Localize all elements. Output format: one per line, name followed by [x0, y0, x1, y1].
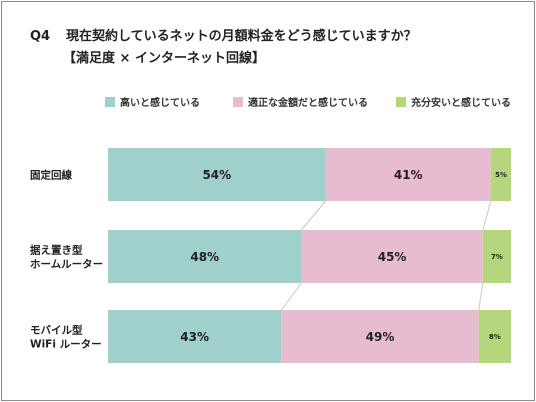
data-label-3-1: 43% — [180, 330, 209, 344]
bar-2-series-3 — [482, 230, 511, 283]
connector-line — [482, 200, 492, 231]
legend-swatch-2 — [233, 97, 243, 107]
data-label-1-3: 5% — [495, 171, 507, 179]
legend-label-1: 高いと感じている — [120, 96, 200, 109]
legend-swatch-3 — [396, 97, 406, 107]
data-label-1-1: 54% — [202, 168, 231, 182]
category-label-3-line-2: WiFi ルーター — [30, 339, 102, 351]
category-label-3-line-1: モバイル型 — [30, 324, 83, 337]
category-label-2-line-1: 据え置き型 — [30, 244, 83, 257]
data-label-2-3: 7% — [491, 253, 503, 261]
segment-connectors — [280, 200, 492, 311]
legend-label-3: 充分安いと感じている — [411, 96, 511, 109]
connector-line — [301, 200, 327, 231]
data-label-3-3: 8% — [489, 333, 501, 341]
data-label-2-2: 45% — [378, 250, 407, 264]
connector-line — [478, 282, 484, 311]
question-number: Q4 — [30, 29, 50, 44]
legend-swatch-1 — [105, 97, 115, 107]
bar-3-series-2 — [281, 310, 479, 363]
bar-1-series-3 — [490, 148, 511, 201]
bar-3-series-1 — [108, 310, 282, 363]
category-label-1-line-1: 固定回線 — [30, 169, 72, 182]
bar-2-series-1 — [108, 230, 302, 283]
bar-2-series-2 — [301, 230, 483, 283]
legend-label-2: 適正な金額だと感じている — [248, 96, 368, 109]
chart-subtitle: 【満足度 × インターネット回線】 — [63, 50, 265, 66]
legend: 高いと感じている 適正な金額だと感じている 充分安いと感じている — [105, 96, 511, 109]
bar-1-series-2 — [325, 148, 491, 201]
bar-1-series-1 — [108, 148, 326, 201]
bar-3-series-3 — [478, 310, 511, 363]
data-label-1-2: 41% — [394, 168, 423, 182]
connector-line — [280, 282, 302, 311]
data-label-2-1: 48% — [190, 250, 219, 264]
category-label-2-line-2: ホームルーター — [30, 259, 103, 271]
data-label-3-2: 49% — [366, 330, 395, 344]
chart-title: 現在契約しているネットの月額料金をどう感じていますか？ — [66, 28, 417, 44]
bars: 54% 41% 5% 48% 45% 7% 43% 49% 8% — [108, 148, 511, 363]
